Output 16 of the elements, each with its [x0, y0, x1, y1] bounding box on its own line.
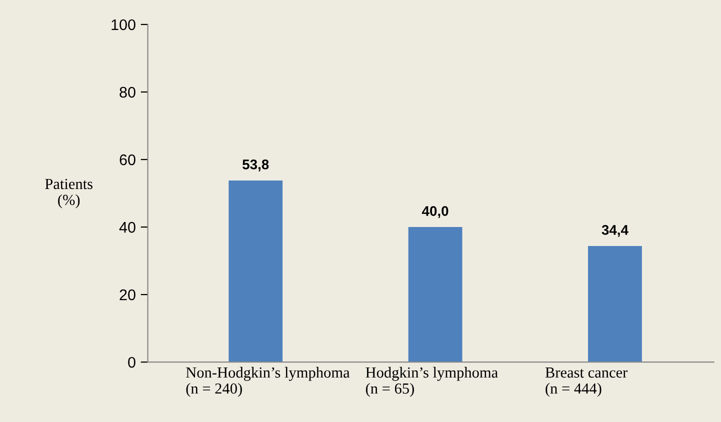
bar — [588, 246, 642, 362]
y-axis-title: Patients (%) — [45, 178, 92, 208]
data-label: 40,0 — [422, 206, 448, 218]
data-label: 34,4 — [602, 225, 628, 237]
bar — [408, 227, 462, 362]
x-tick-label: Hodgkin’s lymphoma (n = 65) — [366, 366, 498, 397]
bar — [228, 180, 283, 362]
x-tick-label: Breast cancer (n = 444) — [545, 368, 628, 397]
x-tick-label: Non-Hodgkin’s lymphoma (n = 240) — [186, 366, 350, 397]
y-tick-label: 0 — [128, 356, 136, 368]
y-tick-label: 40 — [119, 222, 136, 233]
y-tick-label: 100 — [112, 19, 136, 30]
y-tick-label: 60 — [120, 154, 136, 166]
data-label: 53,8 — [242, 160, 269, 172]
y-tick-label: 80 — [120, 86, 136, 98]
y-tick-label: 20 — [120, 289, 136, 300]
